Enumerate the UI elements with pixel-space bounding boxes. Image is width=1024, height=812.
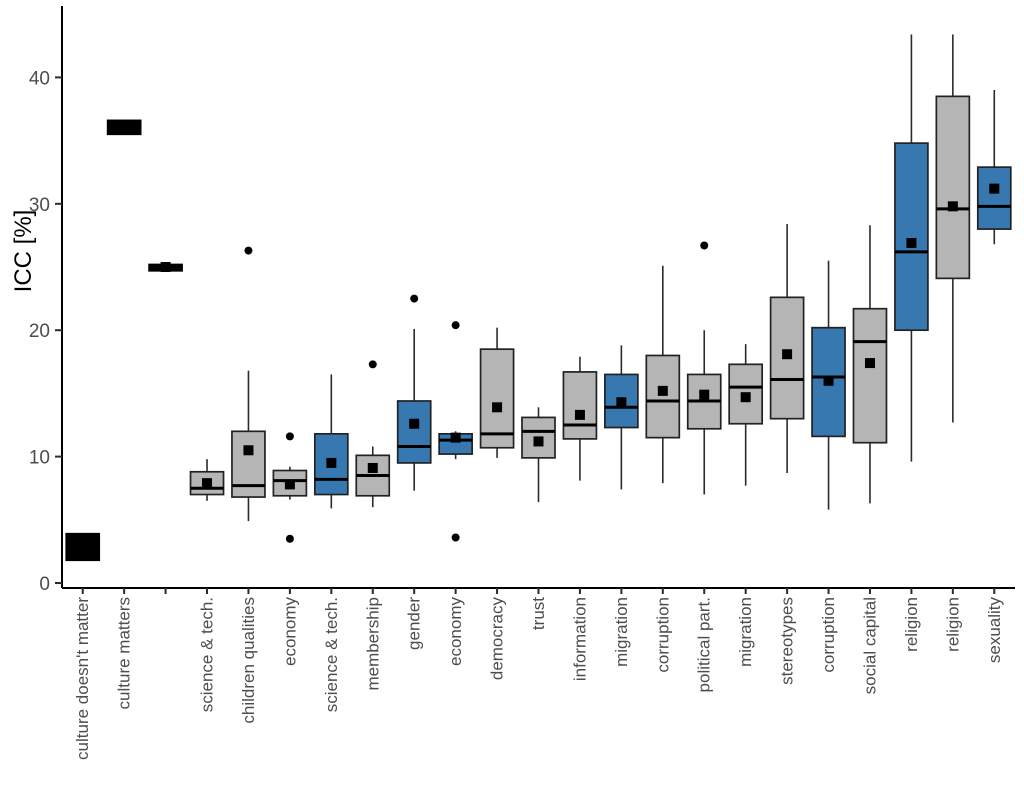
- mean-marker: [284, 479, 295, 490]
- mean-marker: [492, 402, 503, 413]
- x-tick-label: economy: [280, 597, 299, 666]
- mean-marker: [409, 418, 420, 429]
- boxplot-corruption: corruption: [645, 265, 681, 673]
- mean-marker: [782, 349, 793, 360]
- outlier-point: [285, 534, 294, 543]
- outlier-point: [368, 360, 377, 369]
- mean-marker: [533, 436, 544, 447]
- mean-marker: [326, 457, 337, 468]
- x-tick-label: corruption: [819, 597, 838, 673]
- boxplot-culture-doesn-t-matter: culture doesn't matter: [65, 532, 101, 760]
- boxplot-information: information: [562, 356, 598, 681]
- mean-marker: [243, 445, 254, 456]
- mean-marker: [450, 432, 461, 443]
- x-tick-label: migration: [736, 597, 755, 667]
- x-tick-label: corruption: [653, 597, 672, 673]
- outlier-point: [285, 432, 294, 441]
- mean-marker: [616, 397, 627, 408]
- boxplot-corruption: corruption: [811, 260, 846, 673]
- mean-marker: [699, 389, 710, 400]
- mean-marker: [657, 385, 668, 396]
- iqr-box: [562, 371, 598, 440]
- x-tick-label: social capital: [860, 597, 879, 694]
- boxplot-sexuality: sexuality: [976, 90, 1012, 664]
- mean-marker: [740, 392, 751, 403]
- x-tick-label: children qualities: [239, 597, 258, 724]
- mean-marker: [160, 262, 171, 272]
- outlier-point: [451, 321, 460, 330]
- y-tick-label: 10: [29, 448, 50, 469]
- y-tick-label: 30: [29, 195, 50, 216]
- iqr-box: [852, 307, 888, 444]
- boxplot-economy: economy: [438, 321, 473, 666]
- outlier-point: [244, 246, 253, 255]
- mean-marker: [947, 201, 958, 212]
- boxplot-religion: religion: [894, 34, 929, 652]
- x-tick-label: culture matters: [115, 597, 134, 709]
- iqr-box: [396, 400, 432, 464]
- x-tick-label: trust: [529, 597, 548, 630]
- boxplot-economy: economy: [272, 432, 308, 666]
- outlier-point: [451, 533, 460, 542]
- boxplot-political-part.: political part.: [686, 241, 722, 692]
- boxplot-category-3: [148, 262, 183, 594]
- mean-marker: [367, 462, 378, 473]
- outlier-point: [700, 241, 709, 250]
- iqr-box: [894, 142, 929, 332]
- outlier-point: [410, 294, 419, 303]
- x-tick-label: migration: [612, 597, 631, 667]
- x-tick-label: science & tech.: [322, 597, 341, 712]
- mean-marker: [574, 409, 585, 420]
- x-tick-label: economy: [446, 597, 465, 666]
- iqr-box: [479, 348, 515, 449]
- boxplot-membership: membership: [355, 360, 391, 691]
- x-tick-label: membership: [363, 597, 382, 691]
- x-tick-label: democracy: [488, 597, 507, 681]
- iqr-box: [935, 95, 971, 280]
- x-tick-label: gender: [405, 597, 424, 650]
- boxplot-culture-matters: culture matters: [106, 119, 142, 709]
- iqr-box: [976, 166, 1012, 230]
- boxplot-migration: migration: [728, 344, 764, 667]
- boxplot-science-&-tech.: science & tech.: [313, 374, 349, 712]
- boxplot-stereotypes: stereotypes: [769, 224, 805, 685]
- iqr-box: [645, 354, 681, 439]
- x-tick-label: culture doesn't matter: [73, 597, 92, 760]
- mean-marker: [823, 375, 834, 386]
- x-tick-label: stereotypes: [778, 597, 797, 685]
- x-tick-label: religion: [902, 597, 921, 652]
- boxplot-social-capital: social capital: [852, 225, 888, 694]
- boxplot-democracy: democracy: [479, 327, 515, 681]
- boxplot-children-qualities: children qualities: [231, 246, 266, 724]
- y-tick-label: 40: [29, 68, 50, 89]
- x-tick-label: religion: [943, 597, 962, 652]
- mean-marker: [989, 183, 1000, 194]
- x-tick-label: science & tech.: [198, 597, 217, 712]
- mean-marker: [864, 358, 875, 369]
- iqr-box: [231, 430, 266, 498]
- boxplot-migration: migration: [604, 345, 639, 667]
- mean-marker: [202, 478, 213, 489]
- y-tick-label: 20: [29, 321, 50, 342]
- boxplot-trust: trust: [521, 407, 556, 630]
- y-tick-label: 0: [39, 574, 50, 595]
- boxplot-religion: religion: [935, 34, 971, 652]
- boxplot-gender: gender: [396, 294, 432, 650]
- x-tick-label: sexuality: [985, 597, 1004, 664]
- boxplot-science-&-tech.: science & tech.: [189, 459, 225, 712]
- x-tick-label: political part.: [695, 597, 714, 692]
- x-tick-label: information: [570, 597, 589, 681]
- mean-marker: [906, 237, 917, 248]
